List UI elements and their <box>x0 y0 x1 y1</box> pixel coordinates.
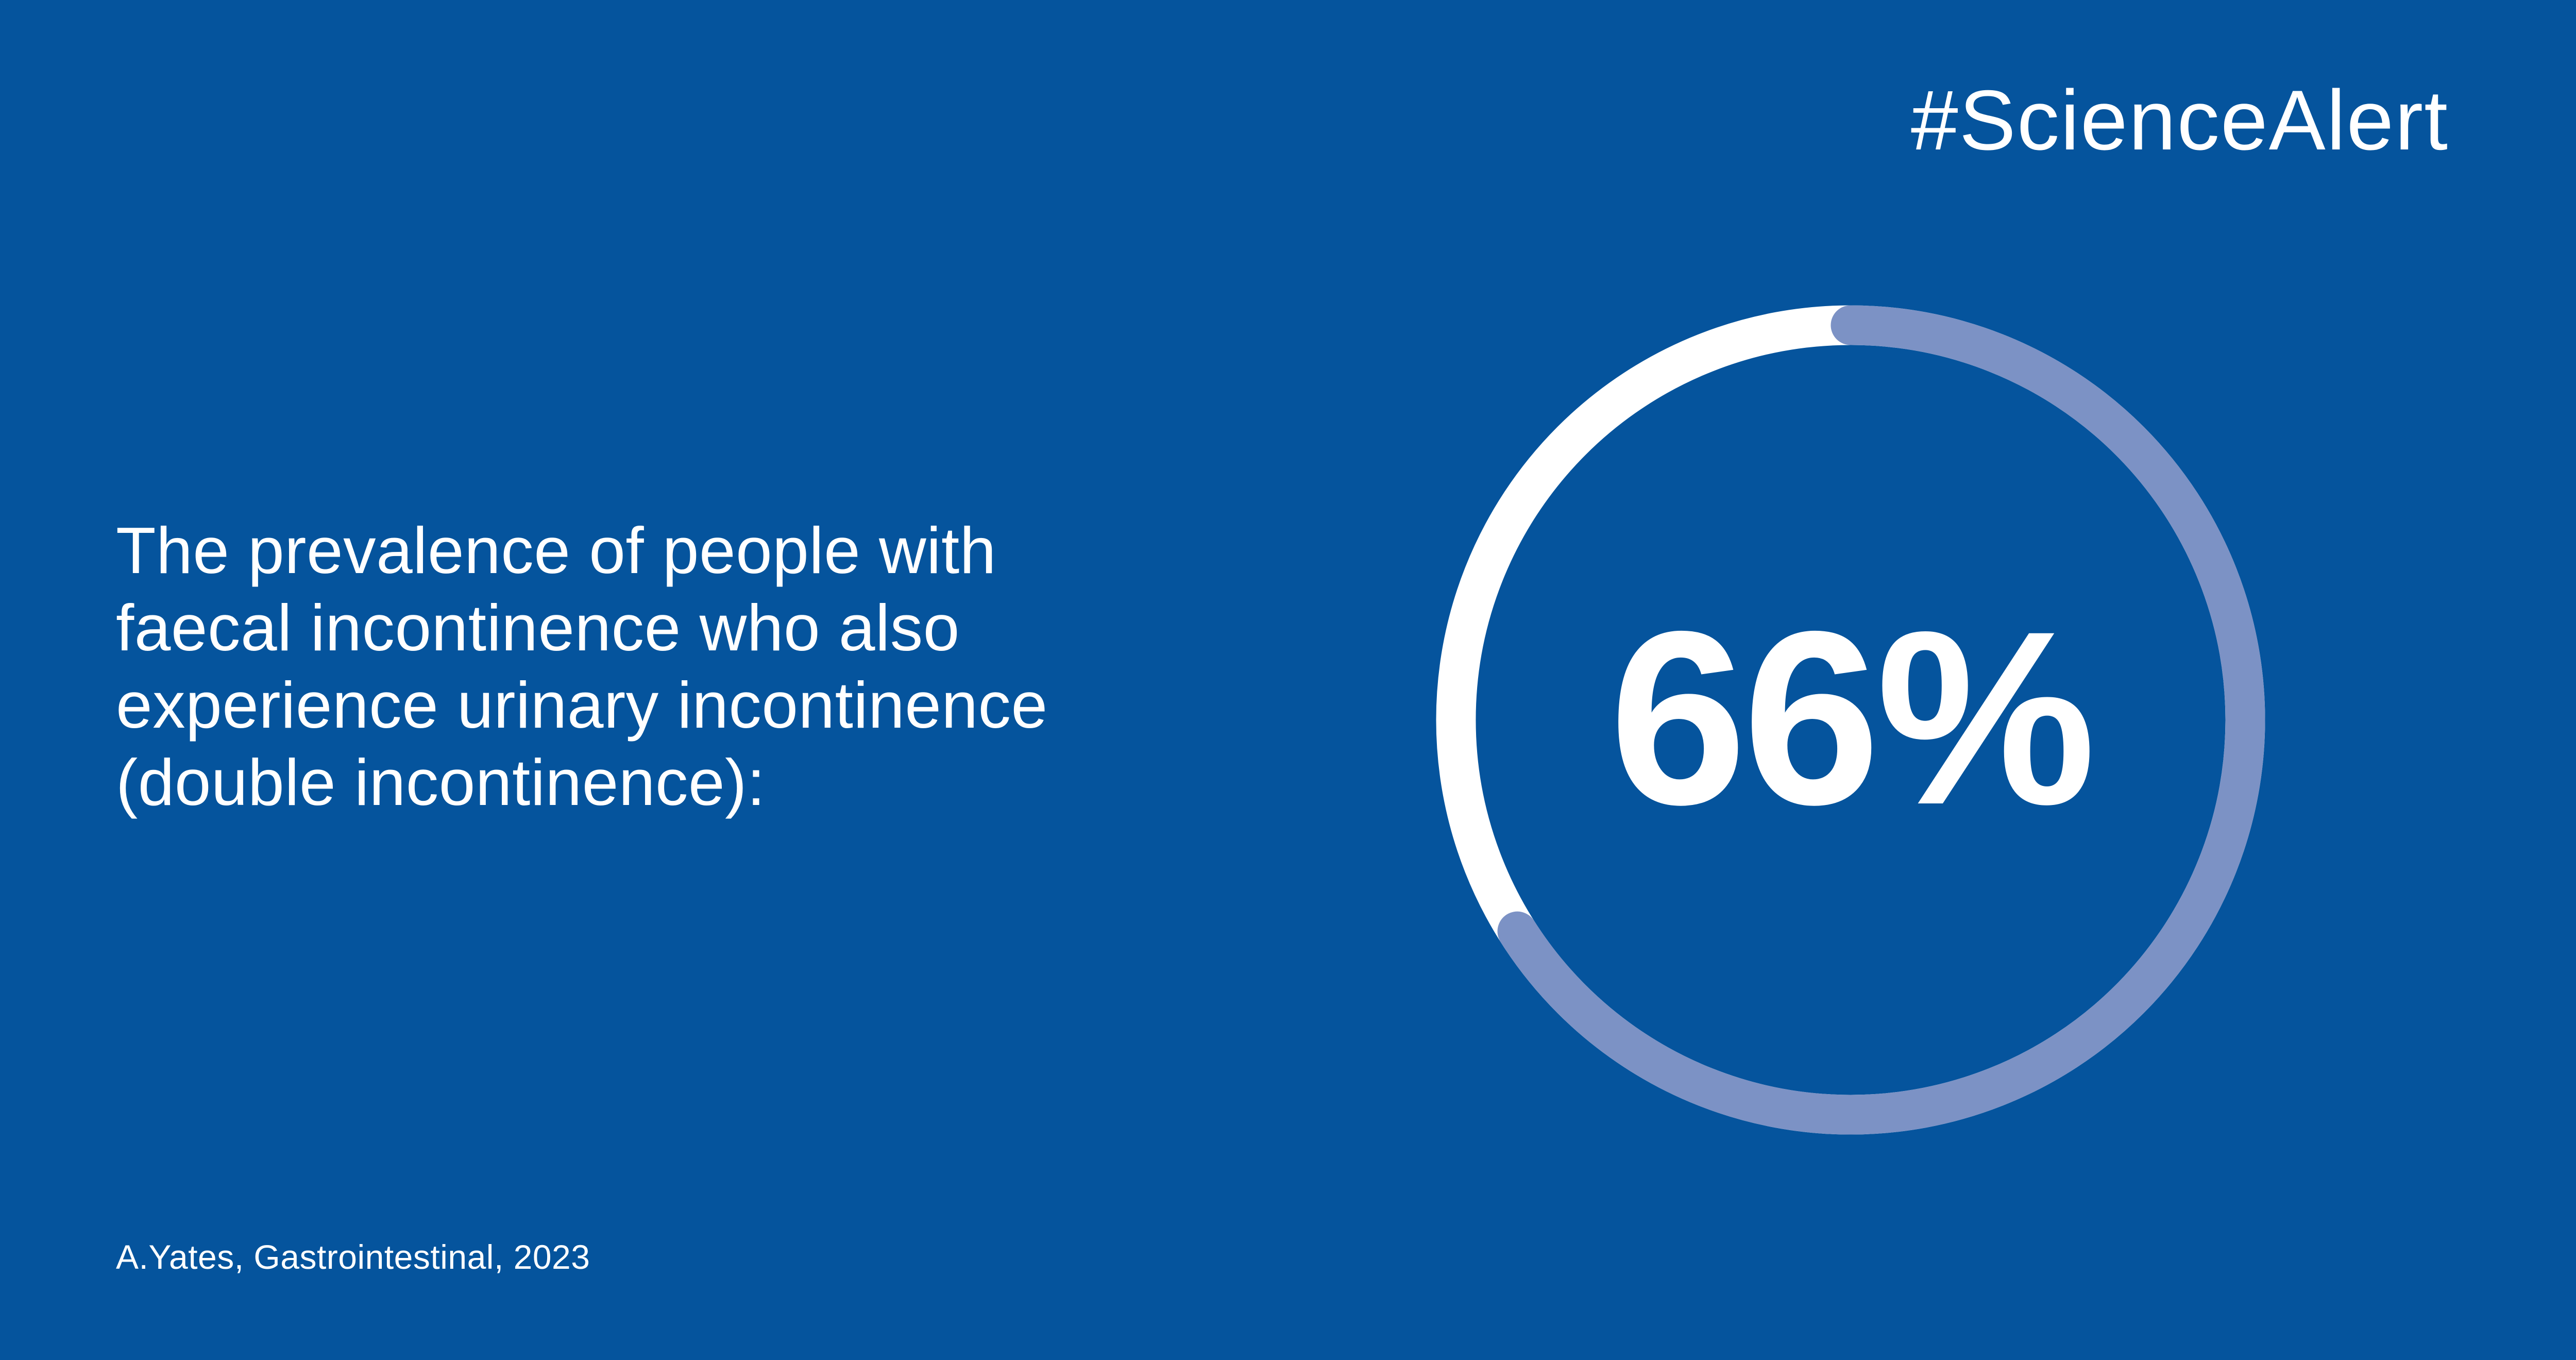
donut-center-value: 66% <box>1609 579 2096 856</box>
statement-text: The prevalence of people with faecal inc… <box>116 512 1048 821</box>
statement-line-1: The prevalence of people with <box>116 514 996 587</box>
donut-chart: 66% <box>1387 256 2314 1184</box>
statement-line-4: (double incontinence): <box>116 746 766 819</box>
sciencealert-hashtag: #ScienceAlert <box>1910 73 2449 167</box>
donut-chart-svg <box>1436 305 2265 1135</box>
statement-line-2: faecal incontinence who also <box>116 591 960 664</box>
source-citation: A.Yates, Gastrointestinal, 2023 <box>116 1238 590 1276</box>
donut-highlight-arc <box>1436 305 2265 1135</box>
statement-line-3: experience urinary incontinence <box>116 668 1048 742</box>
